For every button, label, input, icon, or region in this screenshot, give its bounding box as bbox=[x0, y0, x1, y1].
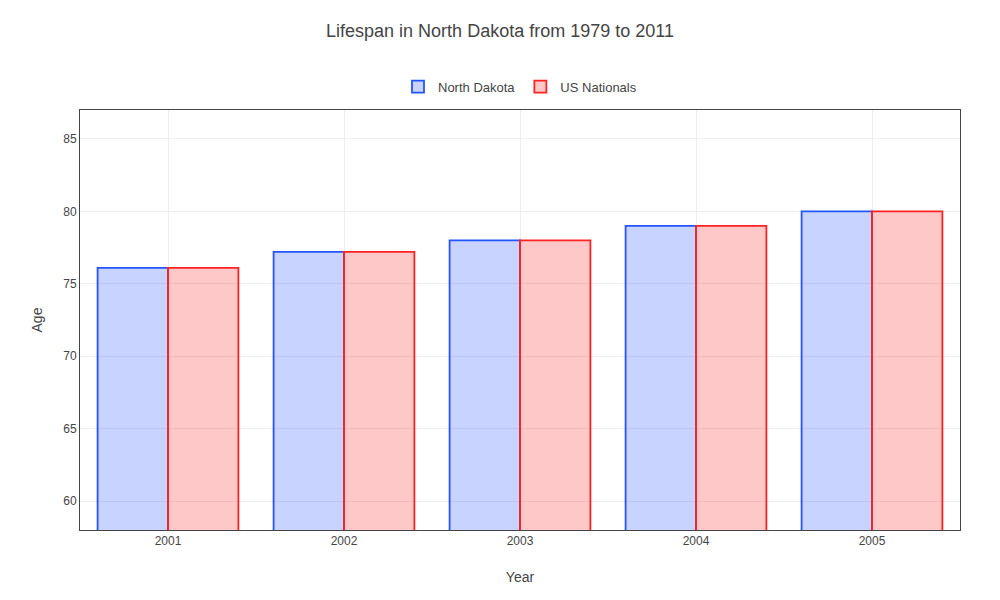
svg-text:60: 60 bbox=[63, 494, 77, 508]
svg-text:85: 85 bbox=[63, 132, 77, 146]
svg-text:75: 75 bbox=[63, 277, 77, 291]
svg-text:2003: 2003 bbox=[507, 534, 534, 548]
svg-text:70: 70 bbox=[63, 349, 77, 363]
svg-text:Year: Year bbox=[506, 569, 535, 585]
svg-text:2001: 2001 bbox=[155, 534, 182, 548]
svg-text:65: 65 bbox=[63, 422, 77, 436]
svg-text:2002: 2002 bbox=[331, 534, 358, 548]
svg-text:2005: 2005 bbox=[859, 534, 886, 548]
svg-text:2004: 2004 bbox=[683, 534, 710, 548]
svg-text:North Dakota: North Dakota bbox=[438, 80, 515, 95]
svg-text:80: 80 bbox=[63, 205, 77, 219]
svg-text:Lifespan in North Dakota from: Lifespan in North Dakota from 1979 to 20… bbox=[326, 21, 674, 41]
svg-text:Age: Age bbox=[29, 307, 45, 332]
svg-text:US Nationals: US Nationals bbox=[560, 80, 636, 95]
